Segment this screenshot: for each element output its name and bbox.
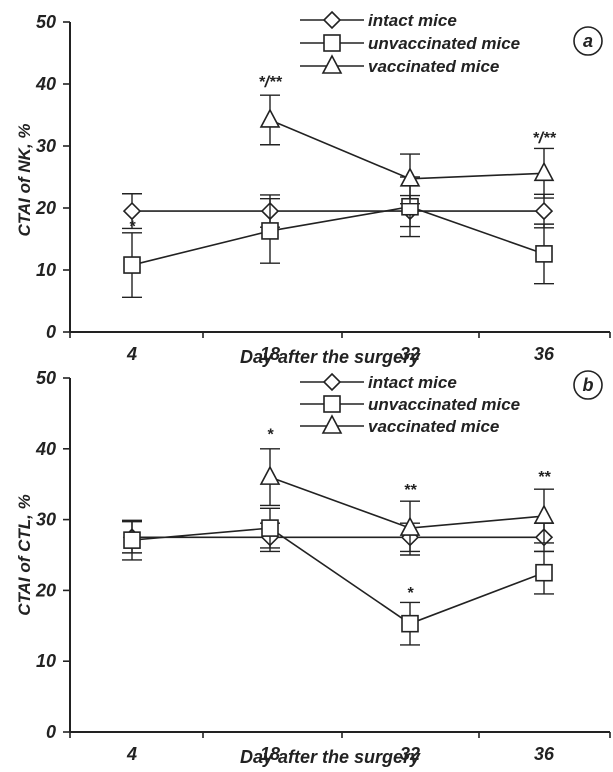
panel-label-badge: [573, 26, 603, 56]
series-unvaccinated-mice: [122, 176, 554, 298]
data-point: [259, 465, 281, 485]
series-intact-mice: [122, 193, 554, 230]
legend-marker: [322, 372, 342, 392]
y-tick-label: 30: [36, 136, 56, 156]
x-axis-label: Day after the surgery: [240, 747, 421, 767]
y-tick-label: 50: [36, 12, 56, 32]
panel-label-badge: [573, 370, 603, 400]
significance-annotation: **: [538, 469, 551, 486]
y-tick-label: 0: [46, 322, 56, 342]
legend-marker: [322, 10, 342, 30]
data-point: [261, 519, 279, 537]
y-tick-label: 0: [46, 722, 56, 742]
y-axis-label: CTAI of NK, %: [15, 123, 34, 236]
data-point: [123, 531, 141, 549]
y-tick-label: 20: [35, 198, 56, 218]
legend-marker: [323, 395, 341, 413]
legend-label: intact mice: [368, 11, 457, 30]
y-tick-label: 30: [36, 510, 56, 530]
legend-label: unvaccinated mice: [368, 395, 520, 414]
series-unvaccinated-mice: [122, 507, 554, 646]
significance-annotation: */**: [258, 74, 282, 91]
x-tick-label: 4: [126, 344, 137, 364]
y-tick-label: 10: [36, 651, 56, 671]
data-point: [399, 167, 421, 187]
legend-label: vaccinated mice: [368, 57, 499, 76]
series-vaccinated-mice: [259, 94, 555, 205]
data-point: [122, 201, 142, 221]
y-axis-label: CTAI of CTL, %: [15, 494, 34, 616]
y-tick-label: 40: [35, 439, 56, 459]
legend-label: intact mice: [368, 373, 457, 392]
significance-annotation: *: [129, 219, 136, 236]
significance-annotation: **: [404, 482, 417, 499]
y-tick-label: 10: [36, 260, 56, 280]
series-line: [269, 119, 545, 180]
chart-panel-a: 0 10 20 30 40 50 4 18 32 36 Day after the surgery C…: [15, 10, 611, 367]
series-intact-mice: [122, 521, 554, 554]
x-tick-label: 18: [260, 344, 280, 364]
y-tick-label: 40: [35, 74, 56, 94]
data-point: [535, 245, 553, 263]
data-point: [259, 108, 281, 128]
y-tick-label: 50: [36, 368, 56, 388]
x-tick-label: 36: [534, 744, 555, 764]
y-tick-label: 20: [35, 580, 56, 600]
data-point: [534, 201, 554, 221]
legend: intact mice unvaccinated mice vaccinated m…: [300, 372, 520, 436]
legend-marker: [321, 414, 343, 434]
significance-annotation: *: [407, 585, 414, 602]
significance-annotation: */**: [532, 130, 556, 147]
x-tick-label: 18: [260, 744, 280, 764]
legend-label: unvaccinated mice: [368, 34, 520, 53]
legend-marker: [321, 54, 343, 74]
legend-marker: [323, 34, 341, 52]
data-point: [399, 516, 421, 536]
x-tick-label: 32: [400, 344, 420, 364]
data-point: [123, 256, 141, 274]
legend: intact mice unvaccinated mice vaccinated m…: [300, 10, 520, 76]
x-axis-label: Day after the surgery: [240, 347, 421, 367]
data-point: [535, 563, 553, 582]
data-point: [533, 504, 555, 524]
series-line: [131, 527, 545, 625]
panel-label: b: [583, 375, 594, 395]
chart-panel-b: 0 10 20 30 40 50 4 18 32 36 Day after the surgery C…: [15, 368, 611, 767]
x-tick-label: 32: [400, 744, 420, 764]
panel-label: a: [583, 31, 593, 51]
data-point: [533, 161, 555, 182]
data-point: [261, 222, 279, 240]
series-vaccinated-mice: [259, 448, 555, 556]
series-line: [131, 205, 545, 266]
legend-label: vaccinated mice: [368, 417, 499, 436]
x-tick-label: 4: [126, 744, 137, 764]
x-tick-label: 36: [534, 344, 555, 364]
data-point: [401, 614, 419, 633]
significance-annotation: *: [267, 427, 274, 444]
